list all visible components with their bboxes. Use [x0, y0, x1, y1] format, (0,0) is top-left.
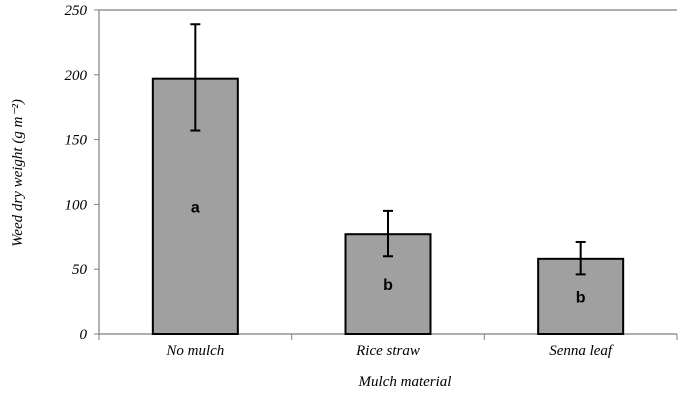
x-axis-title: Mulch material — [358, 374, 452, 390]
x-tick-label: Senna leaf — [549, 343, 614, 359]
labels: 0 50 100 150 200 250 a No mulch b Rice straw b Senn… — [65, 3, 614, 359]
y-tick-label: 50 — [72, 262, 88, 278]
y-tick-label: 250 — [65, 3, 88, 19]
y-tick-label: 0 — [80, 327, 88, 343]
y-tick-label: 150 — [65, 133, 88, 149]
y-tick-label: 100 — [65, 197, 88, 213]
y-tick-label: 200 — [65, 68, 88, 84]
significance-label: b — [383, 277, 393, 294]
x-tick-label: Rice straw — [355, 343, 420, 359]
x-tick-label: No mulch — [165, 343, 224, 359]
bars — [151, 23, 625, 335]
y-axis-title: Weed dry weight (g m⁻²) — [10, 99, 26, 247]
significance-label: b — [576, 289, 586, 306]
significance-label: a — [191, 199, 200, 216]
